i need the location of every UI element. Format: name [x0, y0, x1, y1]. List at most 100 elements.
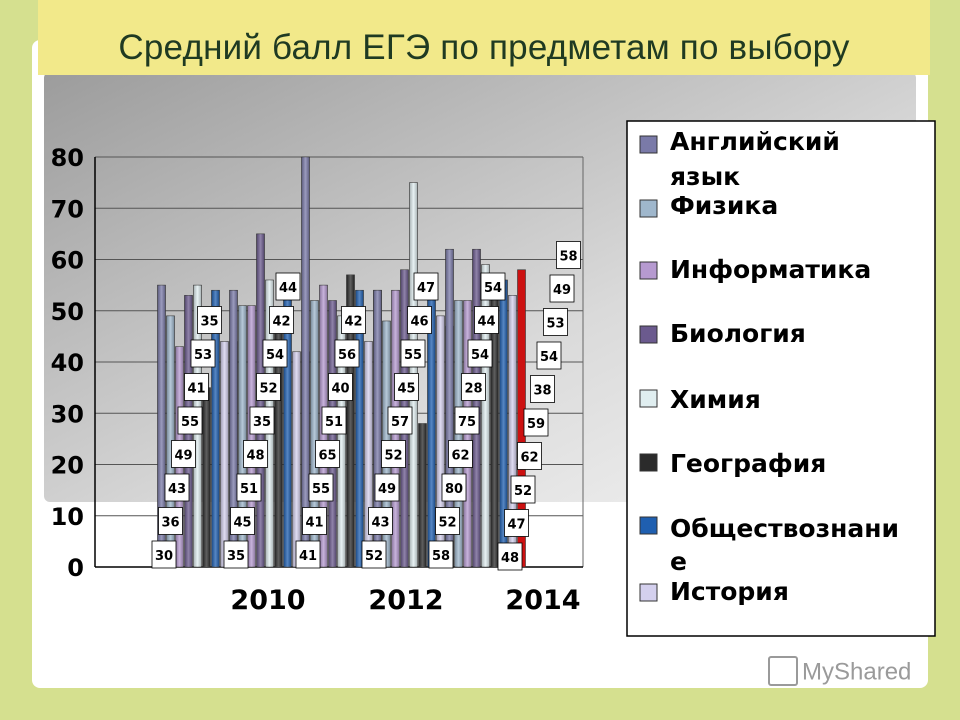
data-label: 58 [432, 549, 450, 564]
data-label-box [441, 473, 467, 502]
data-label-box [315, 440, 340, 468]
data-label: 80 [445, 482, 463, 497]
data-label-box [164, 473, 190, 502]
data-label-box [523, 408, 549, 437]
data-label-box [504, 509, 529, 537]
data-label: 40 [331, 382, 349, 397]
data-label: 36 [161, 516, 179, 531]
title-band [38, 0, 930, 75]
data-label: 55 [404, 348, 422, 363]
bar-shade [508, 295, 517, 567]
data-label-box [387, 406, 413, 435]
data-label-box [321, 406, 347, 435]
watermark-logo-icon [768, 656, 798, 686]
label-layer: 30 36 43 49 55 41 53 35 35 45 51 48 35 52 54 42 44 41 41 55… [151, 241, 581, 571]
data-label: 56 [338, 348, 356, 363]
data-label-box [435, 507, 460, 535]
x-tick-label: 2010 [230, 585, 305, 616]
data-label: 55 [181, 415, 199, 430]
data-label: 52 [514, 484, 532, 499]
data-label-box [341, 306, 366, 334]
data-label: 44 [477, 315, 495, 330]
data-label-box [236, 473, 262, 502]
y-tick-label: 80 [51, 144, 84, 172]
legend-swatch [639, 516, 658, 535]
legend-label: История [670, 577, 789, 606]
data-label: 42 [344, 315, 362, 330]
data-label-box [151, 540, 177, 569]
data-label-box [510, 475, 536, 504]
y-tick-label: 20 [51, 452, 84, 480]
data-label-box [243, 440, 268, 468]
data-label-box [400, 339, 426, 368]
data-label-box [361, 540, 387, 569]
data-label: 54 [540, 350, 558, 365]
data-label: 44 [279, 281, 297, 296]
bar-shade [427, 290, 436, 567]
y-tick-label: 10 [51, 503, 84, 531]
data-label: 43 [168, 482, 186, 497]
x-tick-label: 2012 [368, 585, 443, 616]
data-label: 35 [227, 549, 245, 564]
legend-swatch [639, 261, 658, 280]
data-label: 30 [155, 549, 173, 564]
legend-swatch [639, 583, 658, 602]
data-label-box [461, 373, 486, 401]
legend-swatch [639, 199, 658, 218]
legend-label-continued: язык [670, 162, 740, 191]
data-label: 45 [233, 516, 251, 531]
bar-shade [355, 290, 364, 567]
data-label: 46 [410, 315, 428, 330]
data-label-box [549, 274, 575, 303]
data-label: 59 [527, 417, 545, 432]
data-label-box [530, 375, 555, 403]
bar-shade [229, 290, 238, 567]
legend-label: Физика [670, 191, 778, 220]
data-label: 62 [520, 451, 538, 466]
bar-shade [292, 351, 301, 567]
data-label: 53 [546, 317, 564, 332]
data-label-box [374, 473, 400, 502]
bar-shade [499, 280, 508, 567]
data-label: 75 [458, 415, 476, 430]
legend-swatch [639, 325, 658, 344]
bar-shade [445, 249, 454, 567]
data-label: 35 [200, 315, 218, 330]
bar-shade [238, 305, 247, 567]
data-label: 48 [501, 551, 519, 566]
data-label-box [295, 540, 321, 569]
bar-shade [436, 315, 445, 567]
data-label-box [334, 339, 360, 368]
data-label-box [480, 272, 506, 301]
data-label-box [454, 406, 480, 435]
bar-shade [247, 305, 256, 567]
bar-shade [274, 326, 283, 567]
data-label-box [197, 306, 222, 334]
data-label-box [368, 507, 393, 535]
data-label: 49 [378, 482, 396, 497]
legend-label: Английский [670, 127, 840, 156]
y-tick-label: 30 [51, 400, 84, 428]
data-label: 65 [318, 449, 336, 464]
data-label-box [448, 440, 473, 468]
legend-label: Химия [670, 385, 761, 414]
data-label-box [158, 507, 183, 535]
legend-swatch [639, 453, 658, 472]
bar-shade [202, 387, 211, 567]
data-label: 55 [312, 482, 330, 497]
data-label-box [184, 373, 209, 401]
data-label-box [275, 272, 301, 301]
data-label: 35 [253, 415, 271, 430]
data-label-box [394, 373, 419, 401]
data-label-box [474, 306, 499, 334]
bar-shade [211, 290, 220, 567]
data-label: 52 [384, 449, 402, 464]
data-label-box [556, 241, 581, 269]
slide-title: Средний балл ЕГЭ по предметам по выбору [118, 28, 850, 67]
data-label-box [256, 373, 281, 401]
legend-label: Обществознани [670, 514, 899, 543]
data-label-box [428, 540, 454, 569]
